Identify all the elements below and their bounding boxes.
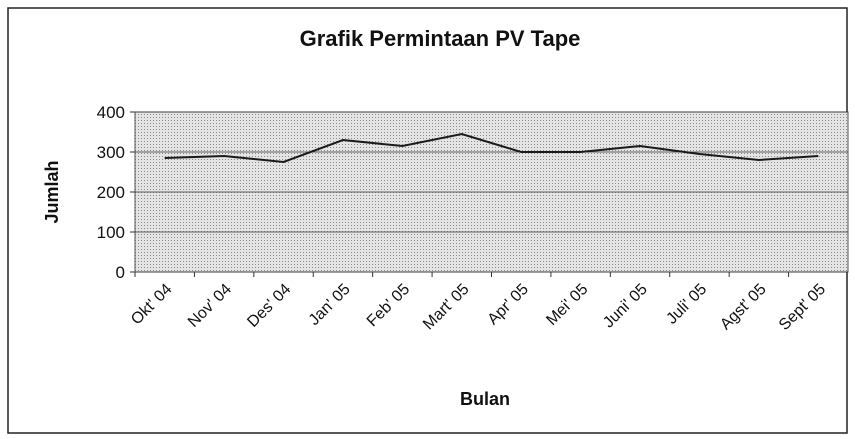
chart-title: Grafik Permintaan PV Tape [300,26,581,51]
x-axis-label: Bulan [460,389,510,409]
y-tick-label: 300 [97,143,125,162]
y-tick-label: 400 [97,103,125,122]
data-line [164,132,819,164]
y-tick-label: 200 [97,183,125,202]
y-tick-label: 0 [116,263,125,282]
y-axis-label: Jumlah [42,160,62,223]
y-tick-label: 100 [97,223,125,242]
